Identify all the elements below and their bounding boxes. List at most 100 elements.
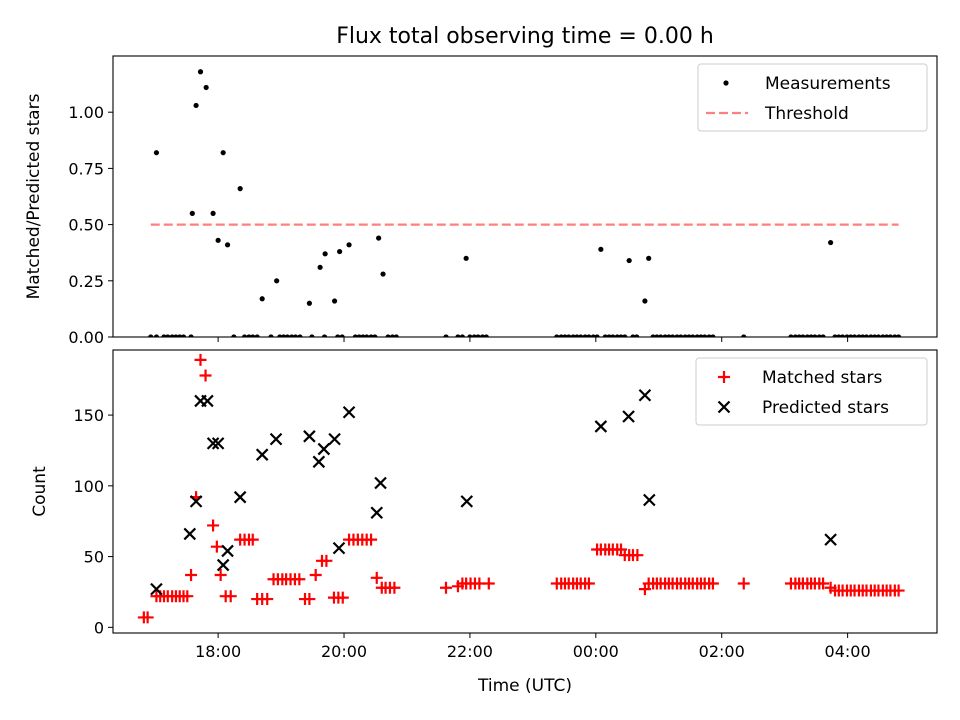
x-tick-label: 22:00 <box>447 642 493 661</box>
measurements-point <box>459 334 465 337</box>
y-tick-label: 0.25 <box>68 272 104 291</box>
matched-stars-point <box>194 353 207 366</box>
measurements-point <box>670 334 676 337</box>
measurements-point <box>788 334 794 337</box>
predicted-stars-point <box>150 582 163 596</box>
x-tick-label: 20:00 <box>321 642 367 661</box>
measurements-point <box>828 239 834 246</box>
data-layer <box>148 69 902 337</box>
measurements-point <box>710 334 716 337</box>
measurements-point <box>193 102 199 109</box>
predicted-stars-point <box>269 432 283 446</box>
legend-matched-stars-swatch <box>718 371 730 383</box>
measurements-point <box>197 69 204 75</box>
measurements-point <box>610 334 616 337</box>
x-tick-label: 00:00 <box>573 642 619 661</box>
measurements-point <box>658 334 664 337</box>
measurements-point <box>241 334 248 337</box>
matched-stars-point <box>320 554 333 567</box>
predicted-stars-point <box>824 533 837 546</box>
measurements-point <box>237 186 243 192</box>
predicted-stars-point <box>374 476 387 490</box>
measurements-point <box>578 334 584 337</box>
axes-frame <box>112 55 938 338</box>
matched-stars-point <box>293 573 306 586</box>
measurements-point <box>364 334 370 337</box>
measurements-point <box>702 334 708 337</box>
x-tick-label: 02:00 <box>699 642 745 661</box>
measurements-point <box>393 334 399 337</box>
y-tick-label: 0.50 <box>68 216 104 235</box>
measurements-point <box>376 235 382 241</box>
y-tick-label: 100 <box>73 477 104 496</box>
measurements-point <box>598 246 604 252</box>
measurements-point <box>268 334 274 337</box>
matched-stars-point <box>336 591 349 604</box>
measurements-point <box>380 271 386 277</box>
legend-label: Predicted stars <box>762 398 889 418</box>
matched-stars-point <box>214 568 227 581</box>
predicted-stars-point <box>317 442 331 456</box>
matched-stars-point <box>199 369 212 382</box>
measurements-point <box>346 242 352 248</box>
predicted-stars-point <box>332 541 346 555</box>
measurements-point <box>188 334 194 337</box>
measurements-point <box>148 334 154 337</box>
measurements-point <box>800 334 806 337</box>
matched-stars-point <box>303 593 316 606</box>
predicted-stars-point <box>622 410 635 423</box>
measurements-point <box>678 334 684 337</box>
matched-stars-point <box>631 549 644 562</box>
measurements-point <box>309 334 315 337</box>
measurements-point <box>224 242 231 248</box>
predicted-stars-point <box>221 544 234 558</box>
measurements-point <box>165 334 171 337</box>
measurements-point <box>203 84 209 91</box>
measurements-point <box>642 298 648 304</box>
measurements-point <box>741 334 747 337</box>
measurements-point <box>863 334 870 337</box>
measurements-point <box>284 334 290 337</box>
measurements-point <box>322 251 328 257</box>
matched-stars-point <box>261 593 274 606</box>
measurements-point <box>292 334 299 337</box>
predicted-stars-point <box>183 527 197 541</box>
predicted-stars-point <box>638 389 652 402</box>
matched-stars-point <box>370 571 383 584</box>
measurements-point <box>189 210 195 216</box>
predicted-stars-point <box>460 495 474 508</box>
y-tick-label: 50 <box>84 548 104 567</box>
measurements-point <box>335 334 341 337</box>
measurements-point <box>626 257 632 264</box>
measurements-point <box>622 334 628 337</box>
matched-stars-point <box>817 577 830 590</box>
matched-stars-point <box>185 568 198 581</box>
measurements-point <box>839 334 846 337</box>
bottom-panel: 0 50 100 150 18:00 20:00 22:00 00:00 02:00 04:00 C… <box>30 349 938 696</box>
predicted-stars-point <box>216 558 230 572</box>
measurements-point <box>812 334 818 337</box>
matched-stars-point <box>141 611 154 624</box>
predicted-stars-point <box>189 495 203 508</box>
measurements-point <box>317 264 323 270</box>
measurements-point <box>455 334 461 337</box>
chart-title: Flux total observing time = 0.00 h <box>336 24 714 49</box>
measurements-point <box>463 255 469 261</box>
y-tick-label: 0.75 <box>68 159 104 178</box>
predicted-stars-point <box>342 405 356 419</box>
measurements-point <box>250 334 256 337</box>
legend: Measurements Threshold <box>697 63 928 132</box>
measurements-point <box>467 334 473 337</box>
matched-stars-point <box>737 577 750 590</box>
y-tick-label: 150 <box>73 406 104 425</box>
measurements-point <box>297 334 303 337</box>
legend-label: Threshold <box>764 104 849 124</box>
matched-stars-point <box>439 581 452 594</box>
predicted-stars-point <box>643 493 656 507</box>
matched-stars-point <box>482 577 495 590</box>
measurements-point <box>306 300 313 306</box>
matched-stars-point <box>181 590 194 603</box>
measurements-point <box>851 334 858 337</box>
x-tick-label: 18:00 <box>195 642 241 661</box>
